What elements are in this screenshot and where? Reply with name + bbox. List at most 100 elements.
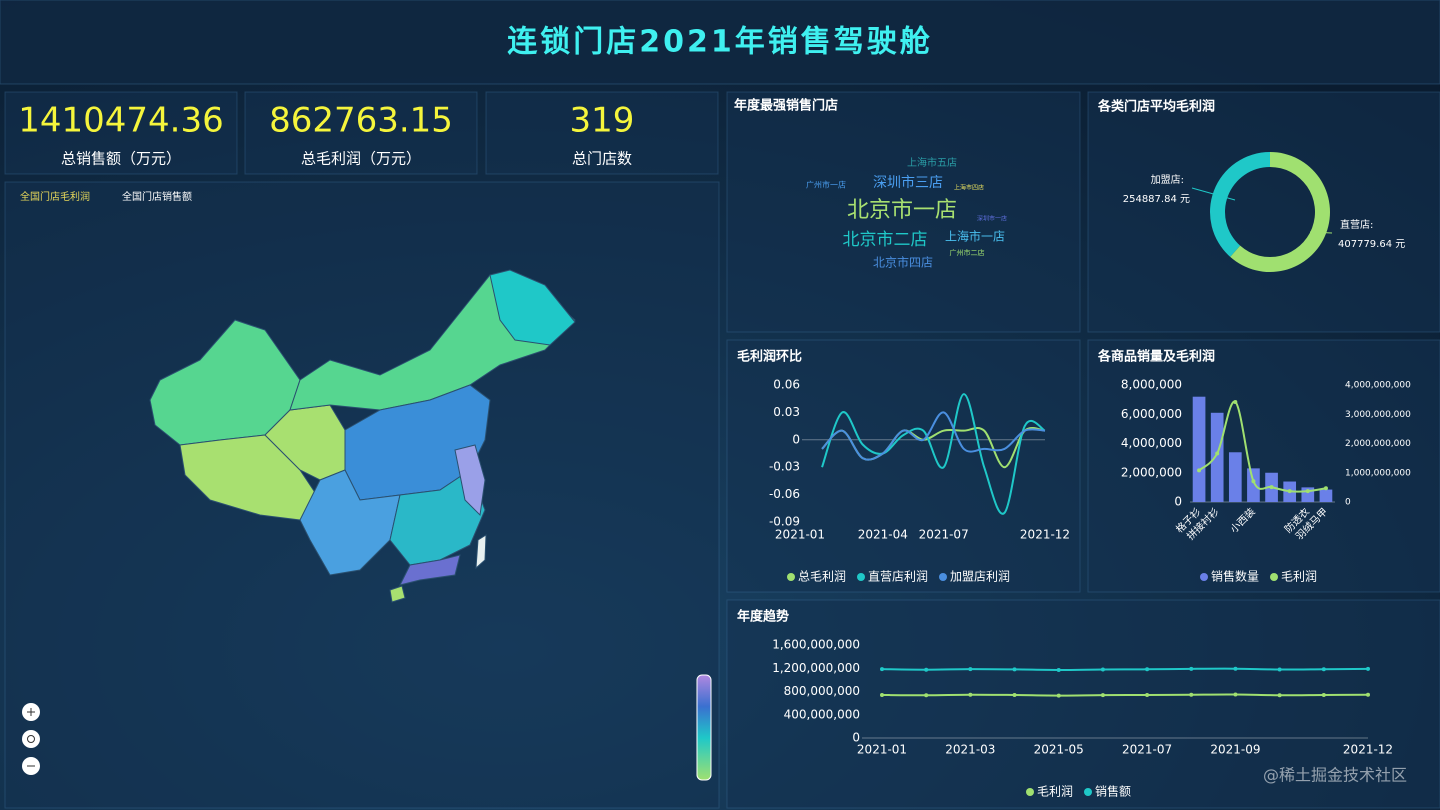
point xyxy=(968,692,973,697)
trend-panel xyxy=(726,599,1440,809)
point xyxy=(1012,692,1017,697)
donut-panel xyxy=(1087,91,1440,333)
word: 广州市二店 xyxy=(950,248,985,257)
y-tick-label: 800,000,000 xyxy=(784,684,860,698)
point xyxy=(1233,692,1238,697)
wordcloud-panel xyxy=(726,91,1081,333)
y-tick-label: 1,600,000,000 xyxy=(772,638,860,652)
point xyxy=(1189,692,1194,697)
point xyxy=(1233,399,1238,404)
x-tick-label: 2021-09 xyxy=(1210,743,1260,757)
y2-tick-label: 1,000,000,000 xyxy=(1345,468,1411,478)
point xyxy=(1366,666,1370,671)
bar xyxy=(1192,396,1206,502)
slice-label: 直营店: xyxy=(1340,218,1373,231)
legend-marker xyxy=(857,573,865,581)
kpi-panel xyxy=(244,91,478,175)
legend-label: 销售额 xyxy=(1095,784,1131,799)
y-tick-label: 6,000,000 xyxy=(1121,407,1182,421)
x-tick-label: 2021-01 xyxy=(857,743,907,757)
map-legend: 全国门店毛利润 xyxy=(20,190,90,203)
point xyxy=(1056,667,1061,672)
region xyxy=(489,269,576,346)
point xyxy=(1189,666,1194,671)
y2-tick-label: 0 xyxy=(1345,498,1351,508)
y-tick-label: 0 xyxy=(1174,495,1182,509)
word: 北京市一店 xyxy=(847,198,957,223)
word: 上海市一店 xyxy=(945,229,1005,244)
kpi-value: 319 xyxy=(570,101,635,141)
point xyxy=(1305,489,1310,494)
point xyxy=(1251,479,1256,484)
legend-marker xyxy=(787,573,795,581)
y2-tick-label: 3,000,000,000 xyxy=(1345,410,1411,420)
point xyxy=(1277,667,1282,672)
x-tick-label: 2021-01 xyxy=(775,528,825,542)
point xyxy=(1321,667,1326,672)
point xyxy=(1145,692,1150,697)
kpi-label: 总毛利润（万元） xyxy=(301,150,421,168)
word: 上海市四店 xyxy=(954,184,984,192)
slice-value: 407779.64 元 xyxy=(1338,239,1405,250)
watermark: @稀土掘金技术社区 xyxy=(1263,766,1407,785)
page-title: 连锁门店2021年销售驾驶舱 xyxy=(507,25,933,60)
header xyxy=(0,0,1440,85)
point xyxy=(880,692,884,697)
line xyxy=(881,693,1369,697)
kpi-panel xyxy=(485,91,719,175)
kpi-value: 862763.15 xyxy=(269,101,453,141)
donut-slice xyxy=(1230,152,1330,272)
zoom-reset-icon xyxy=(27,735,35,743)
map-legend: 全国门店销售额 xyxy=(122,190,192,203)
slice-label: 加盟店: xyxy=(1151,173,1184,186)
line xyxy=(881,667,1369,671)
kpi-label: 总销售额（万元） xyxy=(61,150,181,168)
point xyxy=(1012,667,1017,672)
word: 北京市二店 xyxy=(843,230,928,250)
point xyxy=(1269,485,1274,490)
panel-title: 毛利润环比 xyxy=(737,349,802,365)
legend-marker xyxy=(1026,788,1034,796)
word: 上海市五店 xyxy=(907,156,957,169)
kpi-label: 总门店数 xyxy=(572,150,632,168)
bar-panel xyxy=(1087,339,1440,593)
point xyxy=(1277,693,1282,698)
panel-title: 年度趋势 xyxy=(737,609,789,625)
x-tick-label: 2021-12 xyxy=(1020,528,1070,542)
panel-title: 年度最强销售门店 xyxy=(734,98,838,114)
line-panel xyxy=(726,339,1081,593)
x-tick-label: 2021-12 xyxy=(1343,743,1393,757)
point xyxy=(1215,451,1220,456)
y-tick-label: 2,000,000 xyxy=(1121,465,1182,479)
word: 深圳市三店 xyxy=(873,174,943,191)
word: 北京市四店 xyxy=(873,255,933,270)
legend-label: 加盟店利润 xyxy=(950,570,1010,584)
kpi-value: 1410474.36 xyxy=(18,101,224,141)
y-tick-label: -0.09 xyxy=(769,515,800,529)
panel-title: 各类门店平均毛利润 xyxy=(1097,99,1215,115)
point xyxy=(1366,692,1370,697)
visual-map xyxy=(696,674,712,781)
word: 深圳市一店 xyxy=(977,215,1007,223)
x-tick-label: 2021-03 xyxy=(945,743,995,757)
legend-marker xyxy=(939,573,947,581)
region xyxy=(389,585,406,603)
zoom-controls[interactable] xyxy=(22,703,40,775)
point xyxy=(1100,693,1105,698)
region xyxy=(399,554,461,586)
panel-title: 各商品销量及毛利润 xyxy=(1097,349,1215,365)
zoom-reset[interactable] xyxy=(22,730,40,748)
point xyxy=(880,667,884,672)
y-tick-label: 0.03 xyxy=(773,405,800,419)
bar xyxy=(1210,412,1224,502)
x-tick-label: 2021-04 xyxy=(858,528,908,542)
y2-tick-label: 4,000,000,000 xyxy=(1345,381,1411,391)
legend-label: 销售数量 xyxy=(1211,569,1259,584)
y-tick-label: 1,200,000,000 xyxy=(772,661,860,675)
point xyxy=(1056,693,1061,698)
leader-line xyxy=(1191,187,1236,201)
line xyxy=(821,393,1046,515)
line xyxy=(1198,400,1327,493)
